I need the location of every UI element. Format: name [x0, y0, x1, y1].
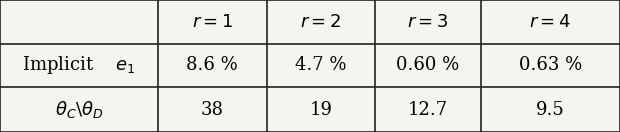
Text: 19: 19: [309, 101, 332, 119]
Text: $r = 2$: $r = 2$: [300, 13, 342, 31]
Text: 38: 38: [201, 101, 224, 119]
Text: $r = 4$: $r = 4$: [529, 13, 571, 31]
Text: 12.7: 12.7: [408, 101, 448, 119]
Text: $\theta_C\backslash\theta_D$: $\theta_C\backslash\theta_D$: [55, 99, 104, 120]
Text: $r = 1$: $r = 1$: [192, 13, 233, 31]
Text: 0.63 %: 0.63 %: [518, 56, 582, 74]
Text: 0.60 %: 0.60 %: [396, 56, 459, 74]
Text: Implicit $\quad e_1$: Implicit $\quad e_1$: [22, 54, 136, 76]
Text: 9.5: 9.5: [536, 101, 565, 119]
Text: 8.6 %: 8.6 %: [187, 56, 238, 74]
Text: 4.7 %: 4.7 %: [295, 56, 347, 74]
Text: $r = 3$: $r = 3$: [407, 13, 448, 31]
